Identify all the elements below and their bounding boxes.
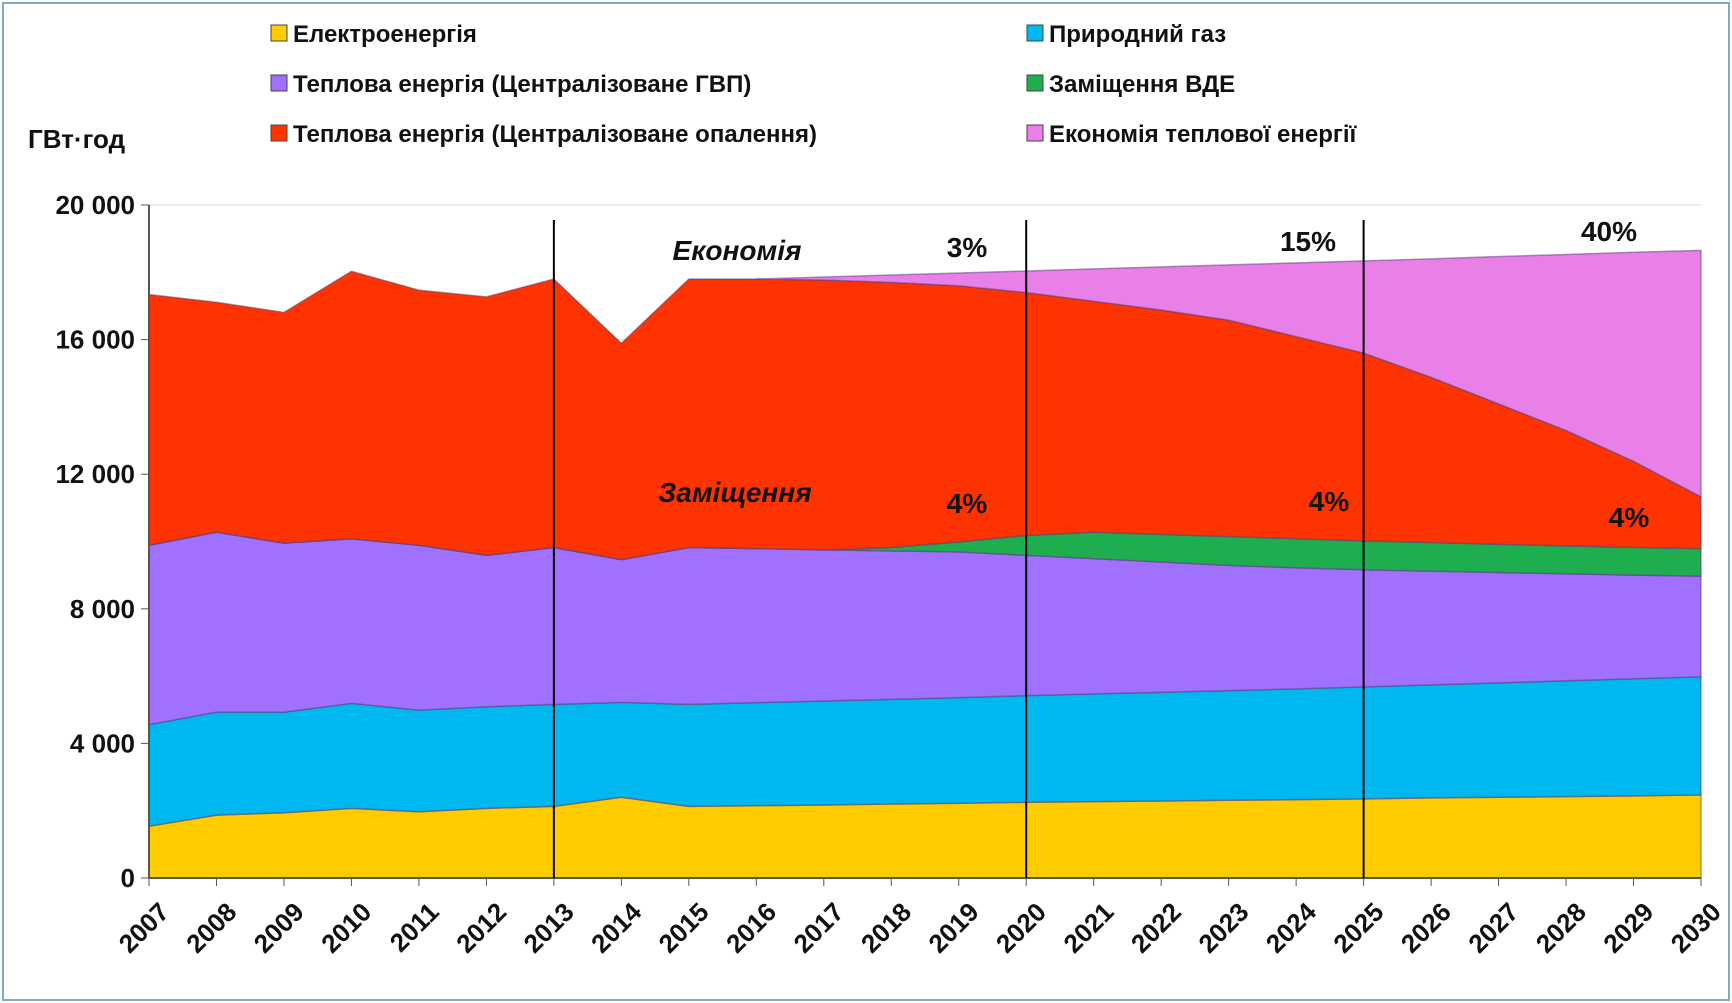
y-tick-label: 12 000 (55, 459, 135, 489)
legend-label: Теплова енергія (Централізоване опалення… (293, 121, 817, 148)
legend-swatch (1027, 75, 1043, 91)
legend-swatch (271, 75, 287, 91)
chart: ГВт·год 04 0008 00012 00016 00020 000200… (0, 0, 1732, 1003)
legend-swatch (1027, 125, 1043, 141)
legend-label: Заміщення ВДЕ (1049, 71, 1235, 98)
legend-swatch (271, 25, 287, 41)
annotation: 4% (947, 488, 988, 519)
legend-label: Економія теплової енергії (1049, 121, 1358, 148)
annotation: 4% (1609, 502, 1650, 533)
y-tick-label: 8 000 (70, 594, 135, 624)
legend-label: Теплова енергія (Централізоване ГВП) (293, 71, 751, 98)
legend-label: Електроенергія (293, 21, 477, 48)
annotation: 15% (1280, 226, 1336, 257)
y-tick-label: 0 (121, 863, 135, 893)
legend-swatch (1027, 25, 1043, 41)
annotation: 4% (1309, 486, 1350, 517)
annotation: Економія (673, 235, 802, 266)
annotation: 3% (947, 232, 988, 263)
y-tick-label: 20 000 (55, 190, 135, 220)
legend-label: Природний газ (1049, 21, 1226, 48)
legend-swatch (271, 125, 287, 141)
y-axis-label: ГВт·год (28, 124, 126, 154)
annotation: Заміщення (658, 477, 811, 508)
y-tick-label: 16 000 (55, 325, 135, 355)
y-tick-label: 4 000 (70, 728, 135, 758)
annotation: 40% (1581, 216, 1637, 247)
